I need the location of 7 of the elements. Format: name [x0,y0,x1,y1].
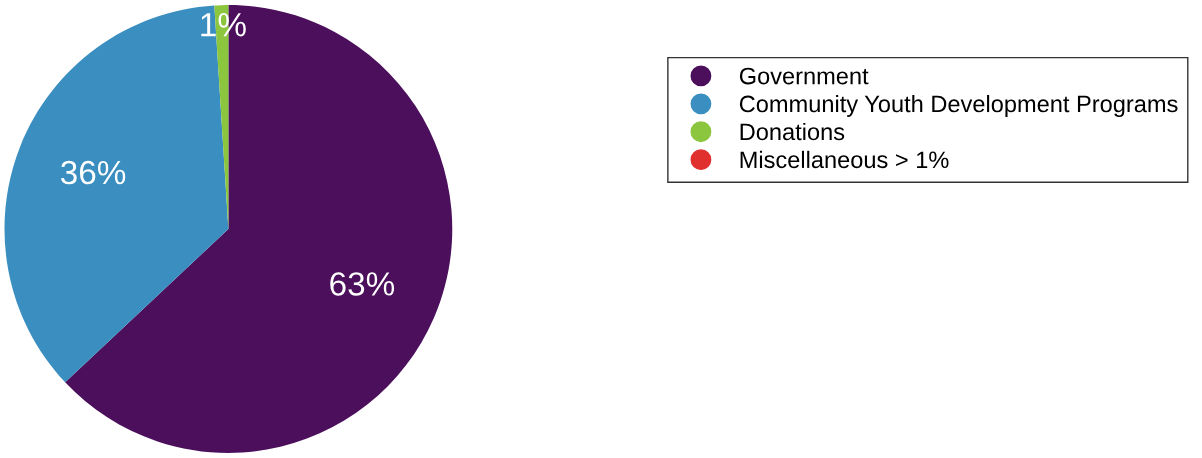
data-label: 36% [60,160,126,185]
legend-label: Community Youth Development Programs [739,94,1178,117]
legend-label: Miscellaneous > 1% [740,150,949,169]
legend-label: Donations [740,122,845,141]
data-label: 1% [201,13,246,37]
data-label: 63% [330,272,395,296]
legend-label: Government [739,67,869,85]
